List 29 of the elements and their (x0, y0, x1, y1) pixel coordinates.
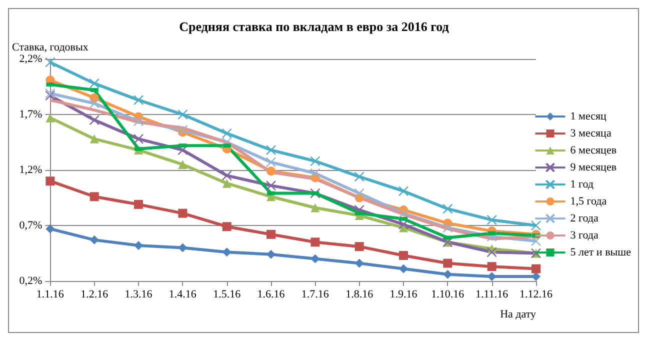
legend-label: 3 месяца (570, 128, 612, 140)
y-tick-label: 0,7% (19, 220, 42, 232)
y-tick-label: 2,2% (19, 53, 42, 65)
chart-title: Средняя ставка по вкладам в евро за 2016 год (179, 19, 450, 34)
y-tick-label: 0,2% (19, 275, 42, 287)
legend-label: 1 месяц (570, 110, 607, 122)
y-tick-label: 1,7% (19, 108, 42, 120)
legend-label: 1,5 года (570, 196, 607, 208)
x-axis-title: На дату (500, 308, 536, 320)
legend-label: 6 месяцев (570, 144, 617, 156)
x-tick-label: 1.2.16 (80, 288, 109, 300)
x-tick-label: 1.3.16 (124, 288, 153, 300)
x-tick-label: 1.11.16 (476, 288, 509, 300)
legend-label: 1 год (570, 178, 594, 190)
legend-label: 5 лет и выше (570, 246, 632, 258)
x-tick-label: 1.12.16 (520, 288, 553, 300)
legend-label: 2 года (570, 212, 599, 224)
legend-label: 3 года (570, 230, 599, 242)
legend-label: 9 месяцев (570, 162, 617, 174)
x-tick-label: 1.8.16 (346, 288, 374, 300)
y-tick-label: 1,2% (19, 164, 42, 176)
y-axis-title: Ставка, годовых (12, 42, 89, 54)
x-tick-label: 1.4.16 (168, 288, 197, 300)
x-tick-label: 1.6.16 (257, 288, 286, 300)
x-tick-label: 1.1.16 (36, 288, 64, 300)
x-tick-label: 1.5.16 (213, 288, 242, 300)
x-tick-label: 1.9.16 (390, 288, 418, 300)
x-tick-label: 1.7.16 (301, 288, 330, 300)
x-tick-label: 1.10.16 (431, 288, 465, 300)
